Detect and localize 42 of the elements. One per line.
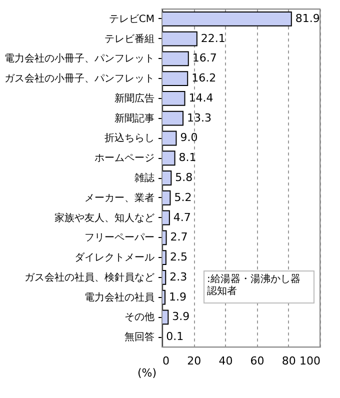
data-label: 2.5 (170, 250, 188, 264)
y-tick-label: 折込ちらし (104, 132, 154, 144)
data-label: 1.9 (169, 290, 186, 304)
x-tick-label: 0 (162, 354, 170, 368)
annotation: :給湯器・湯沸かし器認知者 (207, 273, 300, 297)
data-label: 16.7 (192, 52, 217, 65)
x-tick-label: 100 (300, 354, 320, 368)
y-tick-label: 新聞広告 (114, 92, 154, 104)
y-tick-label: ホームページ (94, 153, 154, 164)
data-label: 16.2 (192, 72, 216, 85)
y-tick-label: テレビCM (108, 14, 154, 25)
y-tick-label: 電力会社の小冊子、パンフレット (4, 52, 154, 65)
data-label: 81.9 (295, 12, 320, 25)
data-label: 2.7 (170, 230, 188, 244)
data-label: 13.3 (187, 111, 212, 124)
y-tick-label: 家族や友人、知人など (54, 212, 154, 224)
x-tick-label: 60 (250, 354, 264, 368)
data-label: 22.1 (200, 32, 226, 45)
y-tick-label: メーカー、業者 (84, 192, 154, 204)
data-label: 2.3 (170, 270, 188, 284)
y-tick-label: その他 (124, 311, 154, 324)
y-tick-label: フリーペーパー (84, 232, 154, 244)
data-label: 4.7 (173, 210, 191, 224)
y-tick-label: 雑誌 (134, 172, 154, 184)
y-tick-label: テレビ番組 (104, 32, 154, 45)
x-tick-label: 20 (187, 354, 202, 368)
x-tick-label: 80 (282, 354, 296, 368)
y-tick-label: ダイレクトメール (74, 252, 154, 264)
y-tick-label: 電力会社の社員 (84, 291, 154, 304)
y-tick-label: 無回答 (124, 331, 154, 344)
data-label: 9.0 (180, 131, 198, 144)
y-tick-label: ガス会社の社員、検針員など (24, 271, 154, 284)
data-label: 5.2 (174, 190, 192, 204)
y-tick-label: ガス会社の小冊子、パンフレット (4, 72, 154, 85)
data-label: 3.9 (172, 310, 190, 324)
y-tick-label: 新聞記事 (114, 112, 154, 124)
data-label: 0.1 (166, 330, 184, 344)
data-label: 8.1 (178, 151, 196, 164)
x-tick-label: 40 (218, 354, 233, 368)
data-label: 14.4 (188, 91, 214, 104)
data-label: 5.8 (175, 171, 193, 184)
x-axis-title: (%) (137, 366, 156, 380)
